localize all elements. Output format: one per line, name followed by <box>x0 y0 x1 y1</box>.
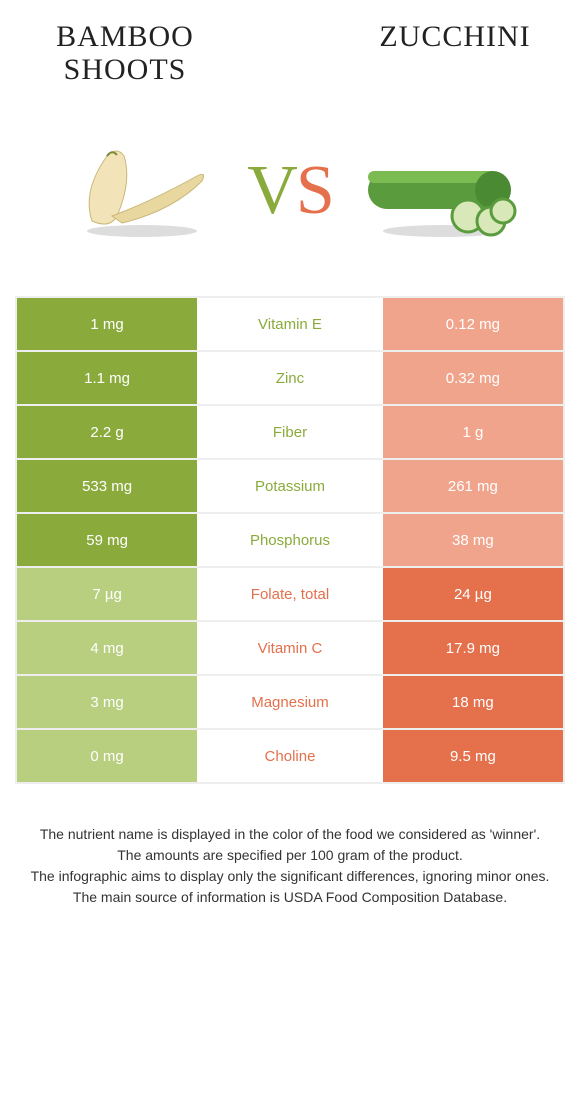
vs-v: V <box>247 152 296 229</box>
nutrient-name: Potassium <box>197 460 383 512</box>
left-value: 7 µg <box>17 568 197 620</box>
left-value: 4 mg <box>17 622 197 674</box>
right-value: 24 µg <box>383 568 563 620</box>
footer-notes: The nutrient name is displayed in the co… <box>0 784 580 928</box>
left-value: 0 mg <box>17 730 197 782</box>
footer-line-1: The nutrient name is displayed in the co… <box>15 824 565 845</box>
nutrient-name: Fiber <box>197 406 383 458</box>
table-row: 59 mgPhosphorus38 mg <box>17 514 563 568</box>
left-value: 1.1 mg <box>17 352 197 404</box>
right-value: 38 mg <box>383 514 563 566</box>
bamboo-image <box>57 136 227 246</box>
left-value: 3 mg <box>17 676 197 728</box>
right-value: 17.9 mg <box>383 622 563 674</box>
nutrient-name: Magnesium <box>197 676 383 728</box>
right-value: 1 g <box>383 406 563 458</box>
table-row: 0 mgCholine9.5 mg <box>17 730 563 784</box>
right-value: 9.5 mg <box>383 730 563 782</box>
zucchini-image <box>353 136 523 246</box>
footer-line-3: The infographic aims to display only the… <box>15 866 565 887</box>
right-value: 0.12 mg <box>383 298 563 350</box>
left-value: 2.2 g <box>17 406 197 458</box>
table-row: 4 mgVitamin C17.9 mg <box>17 622 563 676</box>
nutrient-name: Choline <box>197 730 383 782</box>
title-left: BAMBOO SHOOTS <box>40 20 210 86</box>
left-value: 1 mg <box>17 298 197 350</box>
right-value: 261 mg <box>383 460 563 512</box>
nutrient-name: Zinc <box>197 352 383 404</box>
footer-line-4: The main source of information is USDA F… <box>15 887 565 908</box>
table-row: 2.2 gFiber1 g <box>17 406 563 460</box>
left-value: 59 mg <box>17 514 197 566</box>
title-right: ZUCCHINI <box>370 20 540 86</box>
footer-line-2: The amounts are specified per 100 gram o… <box>15 845 565 866</box>
table-row: 1.1 mgZinc0.32 mg <box>17 352 563 406</box>
comparison-table: 1 mgVitamin E0.12 mg1.1 mgZinc0.32 mg2.2… <box>15 296 565 784</box>
table-row: 533 mgPotassium261 mg <box>17 460 563 514</box>
left-value: 533 mg <box>17 460 197 512</box>
table-row: 1 mgVitamin E0.12 mg <box>17 298 563 352</box>
right-value: 18 mg <box>383 676 563 728</box>
hero-row: VS <box>0 96 580 296</box>
table-row: 7 µgFolate, total24 µg <box>17 568 563 622</box>
nutrient-name: Vitamin E <box>197 298 383 350</box>
nutrient-name: Phosphorus <box>197 514 383 566</box>
nutrient-name: Vitamin C <box>197 622 383 674</box>
vs-label: VS <box>237 151 343 231</box>
table-row: 3 mgMagnesium18 mg <box>17 676 563 730</box>
nutrient-name: Folate, total <box>197 568 383 620</box>
vs-s: S <box>296 152 333 229</box>
right-value: 0.32 mg <box>383 352 563 404</box>
